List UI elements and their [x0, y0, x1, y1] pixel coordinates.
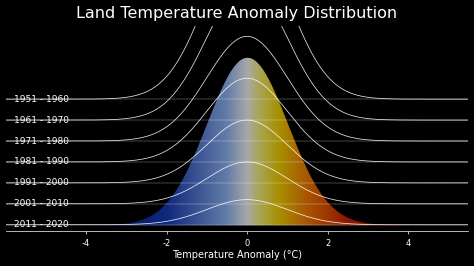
Title: Land Temperature Anomaly Distribution: Land Temperature Anomaly Distribution [76, 6, 398, 20]
Text: 1971 - 1980: 1971 - 1980 [14, 136, 69, 146]
Text: 2001 - 2010: 2001 - 2010 [14, 199, 68, 208]
Text: 2011 - 2020: 2011 - 2020 [14, 220, 68, 229]
Text: 1981 - 1990: 1981 - 1990 [14, 157, 69, 167]
Text: 1961 - 1970: 1961 - 1970 [14, 116, 69, 124]
Text: 1951 - 1960: 1951 - 1960 [14, 95, 69, 104]
X-axis label: Temperature Anomaly (°C): Temperature Anomaly (°C) [172, 251, 302, 260]
Text: 1991 - 2000: 1991 - 2000 [14, 178, 68, 187]
